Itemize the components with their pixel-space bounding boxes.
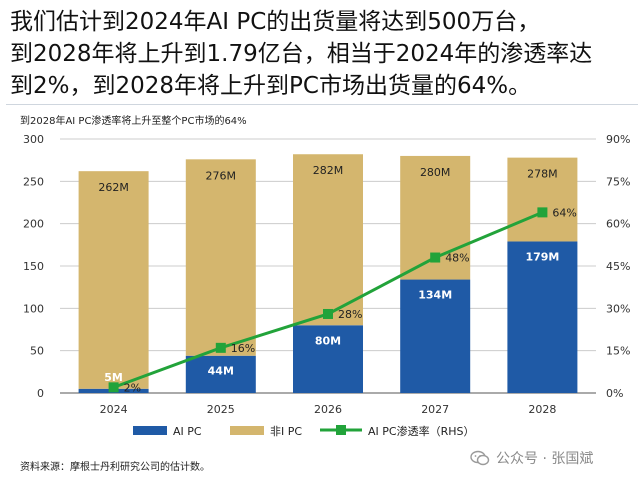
bar-label-non-ai-pc: 278M <box>527 168 558 181</box>
y2-tick-label: 60% <box>606 218 630 231</box>
watermark-text: 公众号 · 张国斌 <box>496 451 594 467</box>
bar-ai-pc <box>507 241 578 393</box>
line-point <box>537 207 548 218</box>
x-tick-label: 2024 <box>100 403 128 416</box>
x-tick-label: 2026 <box>314 403 342 416</box>
line-point <box>215 342 226 353</box>
y-tick-label: 0 <box>37 387 44 400</box>
wechat-icon <box>470 450 490 466</box>
legend-label-penetration: AI PC渗透率（RHS） <box>368 424 474 438</box>
bar-ai-pc <box>293 325 363 393</box>
headline-line-3: 到2%，到2028年将上升到PC市场出货量的64%。 <box>10 73 532 99</box>
chart-subtitle: 到2028年AI PC渗透率将上升至整个PC市场的64% <box>20 116 247 127</box>
bar-label-ai-pc: 80M <box>315 334 341 347</box>
bar-ai-pc <box>185 355 256 393</box>
watermark: 公众号 · 张国斌 <box>470 448 593 468</box>
source-note: 资料来源：摩根士丹利研究公司的估计数。 <box>20 462 210 473</box>
legend-label-non-ai-pc: 非I PC <box>270 425 302 438</box>
line-data-label: 16% <box>231 342 255 355</box>
legend-swatch-ai-pc <box>133 426 167 435</box>
y2-tick-label: 30% <box>606 302 630 315</box>
bar-non-ai-pc <box>78 171 149 389</box>
bar-label-non-ai-pc: 280M <box>420 166 451 179</box>
bar-label-ai-pc: 44M <box>208 365 234 378</box>
bar-non-ai-pc <box>185 159 256 356</box>
legend-label-ai-pc: AI PC <box>173 425 202 438</box>
chart-frame <box>6 104 638 479</box>
x-tick-label: 2025 <box>207 403 235 416</box>
line-point <box>430 252 441 263</box>
y-tick-label: 200 <box>23 218 44 231</box>
bar-label-ai-pc: 179M <box>525 250 559 263</box>
bar-label-ai-pc: 5M <box>104 371 123 384</box>
y-tick-label: 150 <box>23 260 44 273</box>
line-data-label: 64% <box>552 206 576 219</box>
x-tick-label: 2027 <box>421 403 449 416</box>
bar-non-ai-pc <box>293 154 363 326</box>
bar-label-non-ai-pc: 282M <box>313 164 344 177</box>
headline-line-1: 我们估计到2024年AI PC的出货量将达到500万台， <box>10 9 541 35</box>
x-tick-label: 2028 <box>528 403 556 416</box>
line-point <box>323 308 333 319</box>
y-tick-label: 50 <box>30 345 44 358</box>
bar-ai-pc <box>400 279 471 393</box>
bar-label-ai-pc: 134M <box>418 289 452 302</box>
y-tick-label: 300 <box>23 133 44 146</box>
headline: 我们估计到2024年AI PC的出货量将达到500万台， 到2028年将上升到1… <box>10 6 638 102</box>
line-point <box>108 382 119 393</box>
line-data-label: 48% <box>445 252 469 265</box>
bar-label-non-ai-pc: 276M <box>206 169 237 182</box>
legend-marker-penetration <box>336 425 346 435</box>
bar-non-ai-pc <box>507 157 578 242</box>
headline-line-2: 到2028年将上升到1.79亿台，相当于2024年的渗透率达 <box>10 41 593 67</box>
line-data-label: 28% <box>338 308 362 321</box>
y-tick-label: 100 <box>23 302 44 315</box>
y2-tick-label: 90% <box>606 133 630 146</box>
y2-tick-label: 0% <box>606 387 623 400</box>
y2-tick-label: 15% <box>606 345 630 358</box>
bar-label-non-ai-pc: 262M <box>98 181 129 194</box>
legend-swatch-non-ai-pc <box>230 426 264 435</box>
line-data-label: 2% <box>124 381 141 394</box>
y2-tick-label: 75% <box>606 175 630 188</box>
y-tick-label: 250 <box>23 175 44 188</box>
y2-tick-label: 45% <box>606 260 630 273</box>
